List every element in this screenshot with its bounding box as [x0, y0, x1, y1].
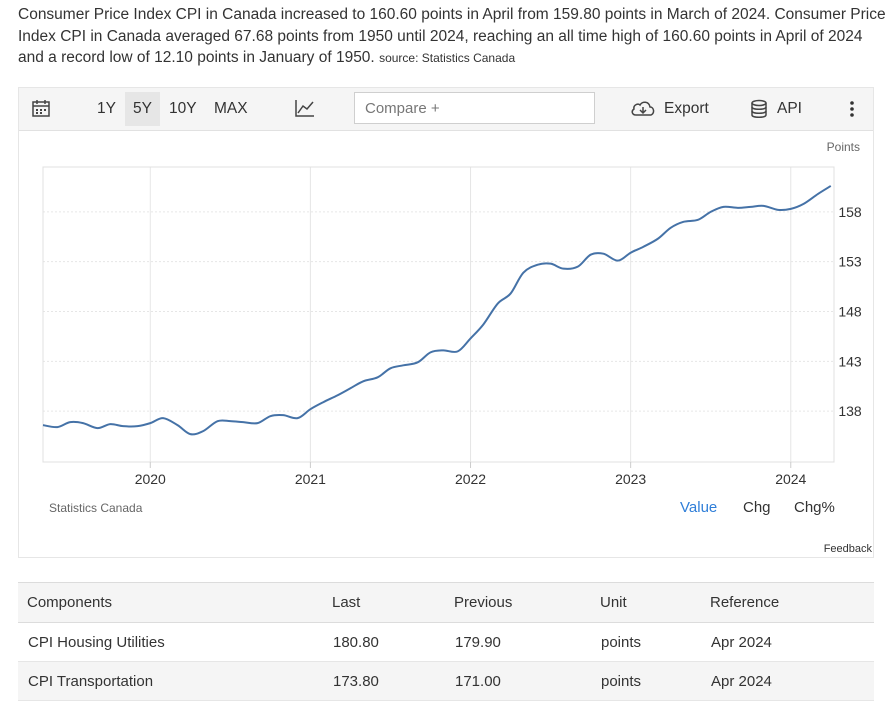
series-points — [42, 185, 831, 435]
previous-value: 179.90 — [445, 622, 591, 662]
x-tick-label: 2020 — [135, 471, 166, 487]
table-row: CPI Housing Utilities 180.80 179.90 poin… — [18, 622, 874, 662]
x-tick-label: 2023 — [615, 471, 646, 487]
chart-panel: 1Y 5Y 10Y MAX Export — [18, 87, 874, 558]
database-icon — [750, 99, 768, 119]
export-label: Export — [664, 100, 709, 117]
api-label: API — [777, 100, 802, 117]
feedback-link[interactable]: Feedback — [823, 543, 872, 555]
cloud-download-icon — [630, 99, 656, 119]
chart-toolbar: 1Y 5Y 10Y MAX Export — [19, 88, 873, 131]
y-tick-label: 143 — [838, 353, 862, 369]
y-tick-label: 158 — [838, 204, 862, 220]
compare-input[interactable] — [354, 92, 595, 124]
table-header-row: Components Last Previous Unit Reference — [18, 582, 874, 623]
previous-value: 171.00 — [445, 661, 591, 701]
mode-chg-percent-button[interactable]: Chg% — [794, 499, 835, 516]
series-line-cpi — [42, 185, 832, 436]
y-axis-ticks: 138 143 148 153 158 — [838, 204, 862, 419]
component-name-link[interactable]: CPI Transportation — [18, 661, 323, 701]
range-10y-button[interactable]: 10Y — [169, 100, 197, 117]
x-axis-ticks: 2020 2021 2022 2023 2024 — [135, 462, 807, 487]
intro-text: Consumer Price Index CPI in Canada incre… — [18, 6, 886, 66]
header-components: Components — [18, 582, 323, 623]
mode-value-button[interactable]: Value — [680, 499, 718, 516]
y-tick-label: 148 — [838, 304, 862, 320]
plot-area-border — [42, 166, 835, 463]
range-1y-button[interactable]: 1Y — [97, 100, 116, 117]
reference-value: Apr 2024 — [701, 661, 874, 701]
header-reference: Reference — [701, 582, 874, 623]
chart-grid — [43, 167, 834, 462]
x-tick-label: 2021 — [295, 471, 326, 487]
y-tick-label: 153 — [838, 254, 862, 270]
last-value: 180.80 — [323, 622, 445, 662]
header-last: Last — [323, 582, 445, 623]
mode-chg-button[interactable]: Chg — [743, 499, 771, 516]
unit-value: points — [591, 661, 701, 701]
intro-paragraph: Consumer Price Index CPI in Canada incre… — [18, 4, 888, 70]
header-unit: Unit — [591, 582, 701, 623]
chart-source-label: Statistics Canada — [49, 501, 143, 515]
intro-source: source: Statistics Canada — [379, 51, 516, 65]
y-tick-label: 138 — [838, 403, 862, 419]
last-value: 173.80 — [323, 661, 445, 701]
component-name-link[interactable]: CPI Housing Utilities — [18, 622, 323, 662]
unit-value: points — [591, 622, 701, 662]
calendar-icon[interactable] — [31, 98, 51, 120]
more-vertical-icon[interactable] — [847, 100, 857, 120]
table-row: CPI Transportation 173.80 171.00 points … — [18, 661, 874, 701]
reference-value: Apr 2024 — [701, 622, 874, 662]
x-tick-label: 2024 — [775, 471, 806, 487]
range-max-button[interactable]: MAX — [214, 100, 248, 117]
header-previous: Previous — [445, 582, 591, 623]
y-axis-title: Points — [827, 140, 860, 154]
x-tick-label: 2022 — [455, 471, 486, 487]
range-5y-button[interactable]: 5Y — [125, 92, 160, 126]
components-table: Components Last Previous Unit Reference … — [18, 582, 874, 701]
line-chart-icon[interactable] — [294, 98, 316, 120]
